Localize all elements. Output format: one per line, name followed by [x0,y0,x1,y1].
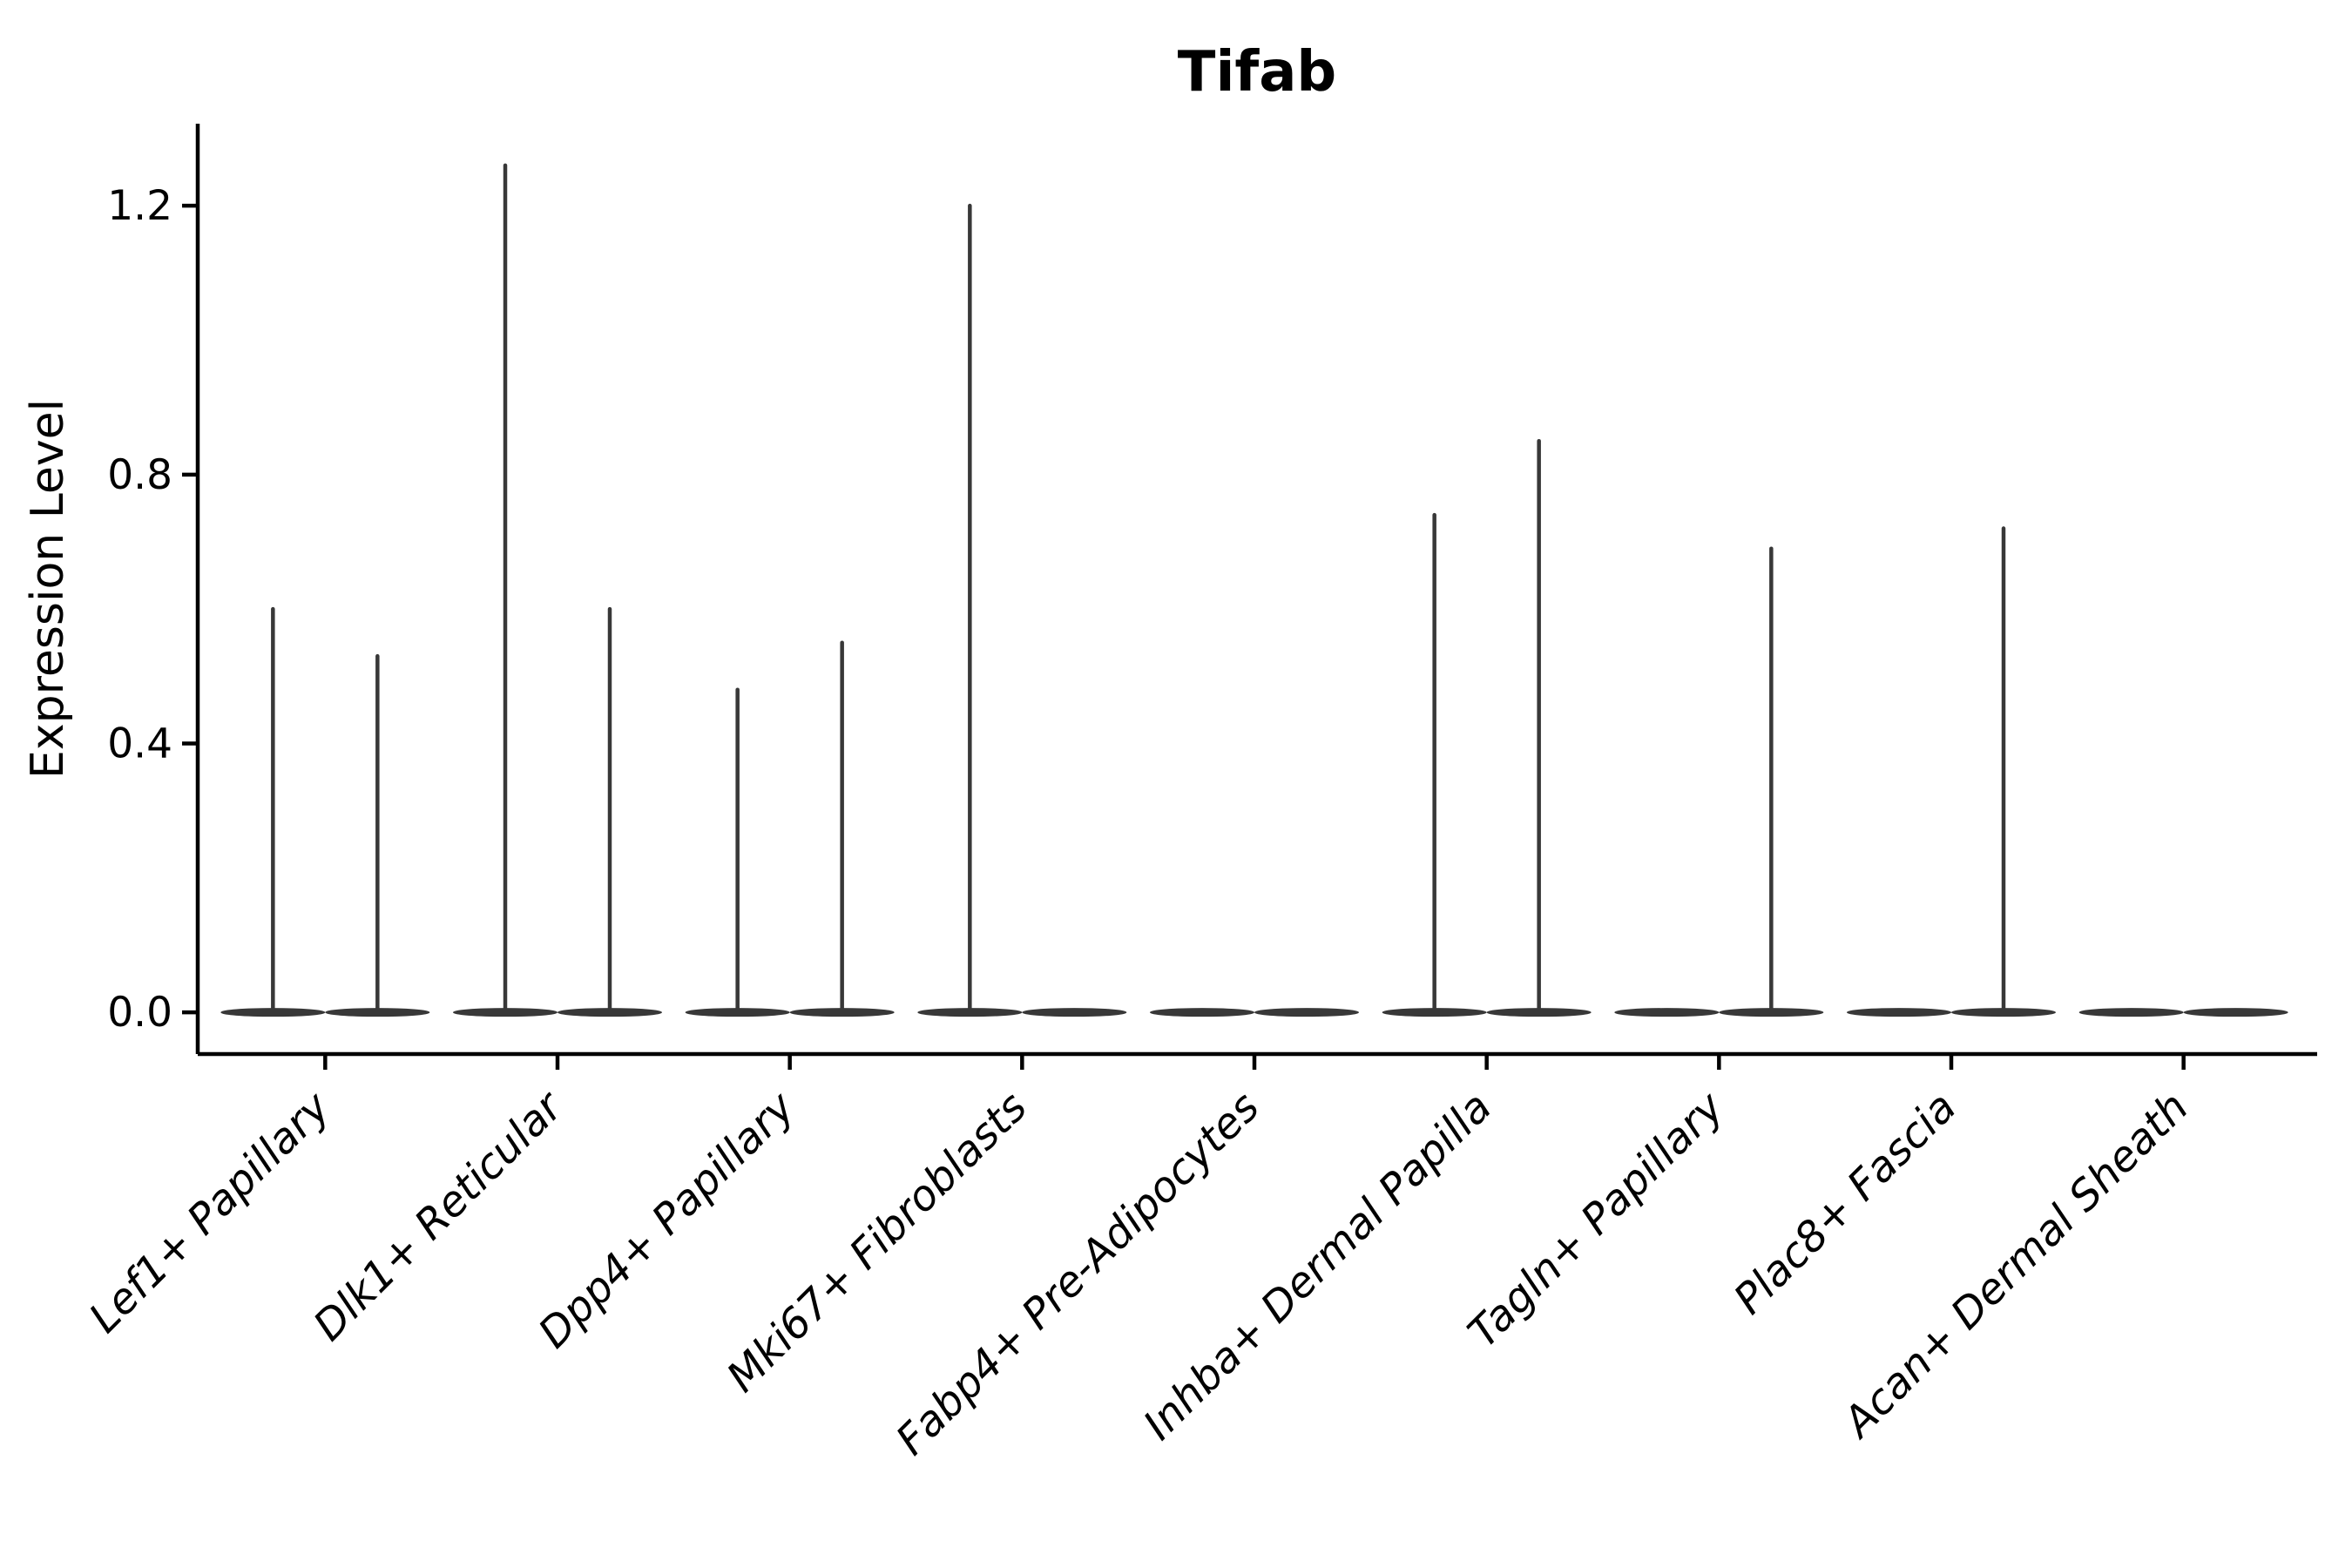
x-tick-label: Dpp4+ Papillary [530,1082,805,1357]
violin-group [1150,1008,1359,1017]
violin-body-left [1847,1008,1951,1017]
violin-body-left [2078,1008,2184,1017]
violin-group [1382,438,1592,1017]
violin-group [917,203,1127,1017]
violin-group [2078,1008,2288,1017]
x-tick-label: Tagln+ Papillary [1459,1082,1734,1357]
x-tick-label: Lef1+ Papillary [80,1082,341,1342]
x-tick-label: Plac8+ Fascia [1725,1083,1966,1324]
violin-body-right [1022,1008,1127,1017]
y-axis-label: Expression Level [22,399,74,779]
violin-body-left [1150,1008,1254,1017]
violin-group [685,640,895,1017]
violin-group [1614,546,1824,1017]
y-tick-label: 0.4 [107,720,172,767]
violin-group [220,606,430,1017]
y-tick-label: 1.2 [107,182,172,230]
chart-title: Tifab [1178,40,1336,105]
violin-body-right [1254,1008,1359,1017]
x-tick-label: Dlk1+ Reticular [304,1081,574,1351]
y-tick-label: 0.8 [107,451,172,499]
violin-layer [220,163,2288,1017]
violin-group [1847,526,2056,1017]
violin-body-right [2183,1008,2288,1017]
violin-body-left [1614,1008,1720,1017]
y-tick-label: 0.0 [107,989,172,1037]
violin-group [453,163,662,1017]
